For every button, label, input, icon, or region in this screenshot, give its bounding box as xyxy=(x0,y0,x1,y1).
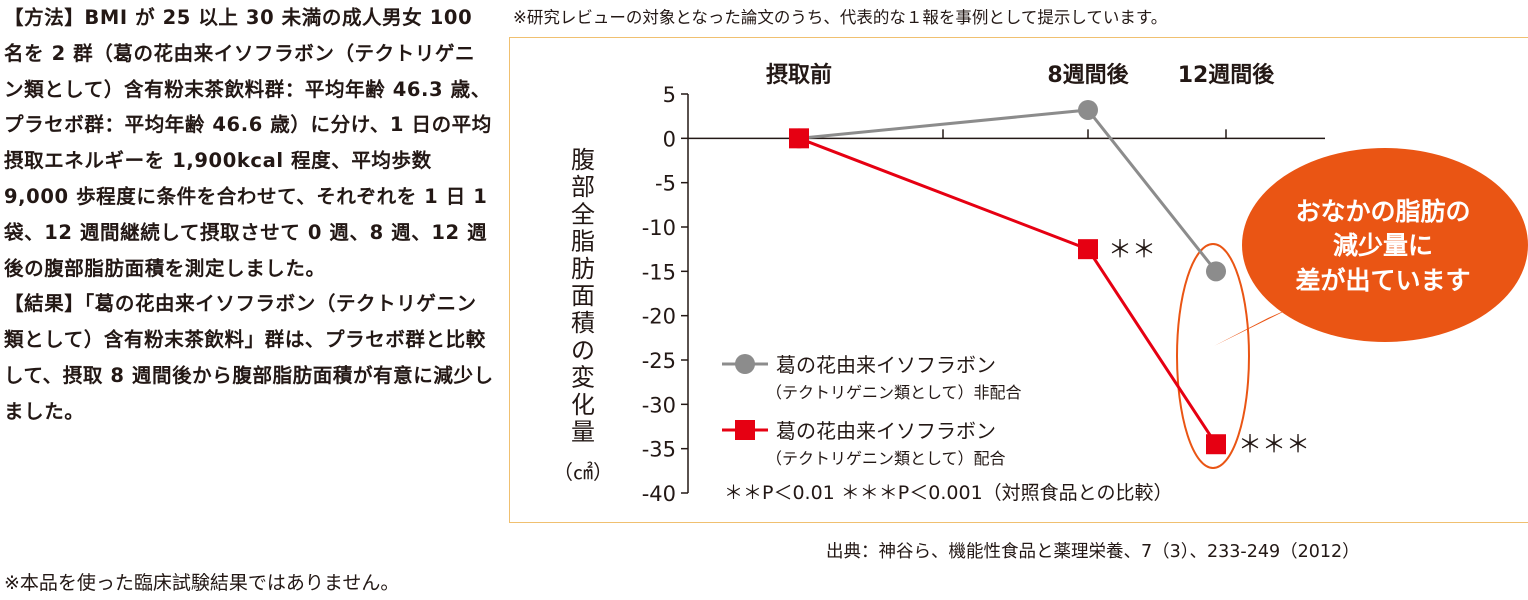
legend-label: 葛の花由来イソフラボン xyxy=(776,419,996,443)
y-axis-label-char: 面 xyxy=(571,282,595,310)
data-point-square xyxy=(1206,434,1226,455)
y-axis-label-char: 全 xyxy=(571,200,595,228)
y-axis-label-char: 変 xyxy=(571,364,595,392)
y-axis-label-char: 脂 xyxy=(571,228,595,256)
y-axis-label-char: 量 xyxy=(571,418,595,446)
y-axis-label-char: の xyxy=(571,336,595,364)
method-results-text: 【方法】BMI が 25 以上 30 未満の成人男女 100 名を 2 群（葛の… xyxy=(4,0,494,430)
y-axis-label-char: 肪 xyxy=(571,255,595,283)
data-point-square xyxy=(1078,239,1098,260)
legend-marker-square xyxy=(735,420,755,440)
x-categories: 摂取前 8週間後 12週間後 xyxy=(766,62,1275,88)
chart-frame xyxy=(509,37,1528,523)
y-tick-label: -20 xyxy=(642,305,676,329)
y-tick-label: -30 xyxy=(642,393,676,417)
callout-bubble: おなかの脂肪の 減少量に 差が出ています xyxy=(1214,148,1528,346)
y-tick-label: -25 xyxy=(642,349,676,373)
callout-line-2: 減少量に xyxy=(1333,231,1433,260)
y-ticks: 5 0 -5 -10 -15 -20 -25 -30 -35 -40 xyxy=(642,83,688,506)
source-citation: 出典：神谷ら、機能性食品と薬理栄養、7（3）、233-249（2012） xyxy=(826,542,1360,562)
results-paragraph: 【結果】「葛の花由来イソフラボン（テクトリゲニン類として）含有粉末茶飲料」群は、… xyxy=(4,292,494,423)
data-point-square xyxy=(789,128,809,149)
callout-line-3: 差が出ています xyxy=(1295,266,1470,295)
disclaimer-note: ※本品を使った臨床試験結果ではありません。 xyxy=(4,572,400,594)
callout-shape xyxy=(1242,148,1528,342)
callout-line-1: おなかの脂肪の xyxy=(1295,197,1470,226)
y-tick-label: -40 xyxy=(642,482,676,506)
y-axis-label-char: 部 xyxy=(571,173,595,201)
data-point-circle xyxy=(1206,261,1226,282)
legend-sublabel: （テクトリゲニン類として）非配合 xyxy=(766,383,1022,402)
significance-note: ＊＊P＜0.01 ＊＊＊P＜0.001（対照食品との比較） xyxy=(724,482,1172,504)
y-tick-label: -10 xyxy=(642,216,676,240)
legend: 葛の花由来イソフラボン（テクトリゲニン類として）非配合葛の花由来イソフラボン（テ… xyxy=(722,353,1022,468)
callout-tail xyxy=(1214,306,1295,346)
data-point-circle xyxy=(1078,99,1098,120)
legend-label: 葛の花由来イソフラボン xyxy=(776,353,996,377)
series-group: ＊＊＊＊＊ xyxy=(789,99,1310,458)
y-axis-label-char: 積 xyxy=(571,309,595,337)
y-tick-label: -35 xyxy=(642,438,676,462)
y-tick-label: 0 xyxy=(663,127,676,151)
x-category-label: 12週間後 xyxy=(1178,62,1276,88)
y-axis-label-char: 腹 xyxy=(571,146,595,174)
significance-mark-week8: ＊＊ xyxy=(1108,235,1156,263)
highlight-ellipse xyxy=(1176,243,1250,469)
y-tick-label: 5 xyxy=(663,83,676,107)
y-tick-label: -5 xyxy=(655,172,676,196)
method-paragraph: 【方法】BMI が 25 以上 30 未満の成人男女 100 名を 2 群（葛の… xyxy=(4,6,495,280)
top-note: ※研究レビューの対象となった論文のうち、代表的な１報を事例として提示しています。 xyxy=(513,8,1168,27)
significance-mark-week12: ＊＊＊ xyxy=(1238,430,1310,458)
x-category-label: 摂取前 xyxy=(766,62,832,88)
y-tick-label: -15 xyxy=(642,260,676,284)
y-axis-label-char: 化 xyxy=(571,391,595,419)
legend-sublabel: （テクトリゲニン類として）配合 xyxy=(766,449,1006,468)
x-category-label: 8週間後 xyxy=(1047,62,1129,88)
legend-marker-circle xyxy=(735,354,755,374)
y-axis-unit: （㎠） xyxy=(553,460,613,484)
